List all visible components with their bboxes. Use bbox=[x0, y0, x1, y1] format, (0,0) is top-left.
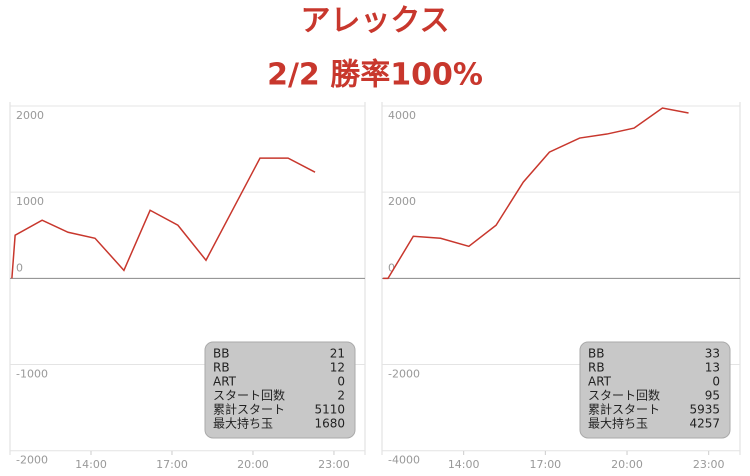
x-tick-label: 20:00 bbox=[237, 458, 269, 471]
line-series bbox=[383, 107, 689, 280]
stat-label: 最大持ち玉 bbox=[213, 416, 273, 431]
stat-label: 最大持ち玉 bbox=[588, 416, 648, 431]
stat-label: BB bbox=[213, 347, 229, 361]
y-tick-label: 0 bbox=[16, 261, 23, 274]
stat-label: RB bbox=[588, 361, 605, 375]
y-tick-label: -2000 bbox=[16, 454, 48, 467]
y-tick-label: -2000 bbox=[388, 368, 420, 381]
x-tick-label: 14:00 bbox=[448, 458, 480, 471]
stat-value: 4257 bbox=[689, 417, 720, 431]
stat-value: 5110 bbox=[314, 403, 345, 417]
stat-label: ART bbox=[213, 375, 237, 389]
x-tick-label: 17:00 bbox=[529, 458, 561, 471]
stat-label: BB bbox=[588, 347, 604, 361]
stat-value: 33 bbox=[705, 347, 720, 361]
y-tick-label: 2000 bbox=[388, 195, 416, 208]
stat-label: 累計スタート bbox=[213, 402, 285, 417]
y-tick-label: 0 bbox=[388, 261, 395, 274]
stats-box bbox=[204, 341, 356, 439]
x-tick-label: 23:00 bbox=[693, 458, 725, 471]
line-series bbox=[11, 157, 316, 279]
stat-value: 1680 bbox=[314, 417, 345, 431]
y-tick-label: 2000 bbox=[16, 109, 44, 122]
stat-label: ART bbox=[588, 375, 612, 389]
stat-value: 0 bbox=[337, 375, 345, 389]
stats-box bbox=[579, 341, 731, 439]
y-tick-label: -1000 bbox=[16, 368, 48, 381]
stat-value: 5935 bbox=[689, 403, 720, 417]
stat-label: 累計スタート bbox=[588, 402, 660, 417]
stat-value: 2 bbox=[337, 389, 345, 403]
stat-value: 12 bbox=[330, 361, 345, 375]
x-tick-label: 17:00 bbox=[156, 458, 188, 471]
y-tick-label: -4000 bbox=[388, 454, 420, 467]
title: アレックス bbox=[300, 4, 449, 39]
stat-value: 13 bbox=[705, 361, 720, 375]
y-tick-label: 4000 bbox=[388, 109, 416, 122]
x-tick-label: 20:00 bbox=[611, 458, 643, 471]
subtitle: 2/2 勝率100% bbox=[267, 58, 483, 93]
x-tick-label: 23:00 bbox=[318, 458, 350, 471]
y-tick-label: 1000 bbox=[16, 195, 44, 208]
stat-value: 21 bbox=[330, 347, 345, 361]
x-tick-label: 14:00 bbox=[75, 458, 107, 471]
stat-label: RB bbox=[213, 361, 230, 375]
stat-label: スタート回数 bbox=[588, 388, 660, 403]
stat-label: スタート回数 bbox=[213, 388, 285, 403]
stat-value: 95 bbox=[705, 389, 720, 403]
stat-value: 0 bbox=[712, 375, 720, 389]
